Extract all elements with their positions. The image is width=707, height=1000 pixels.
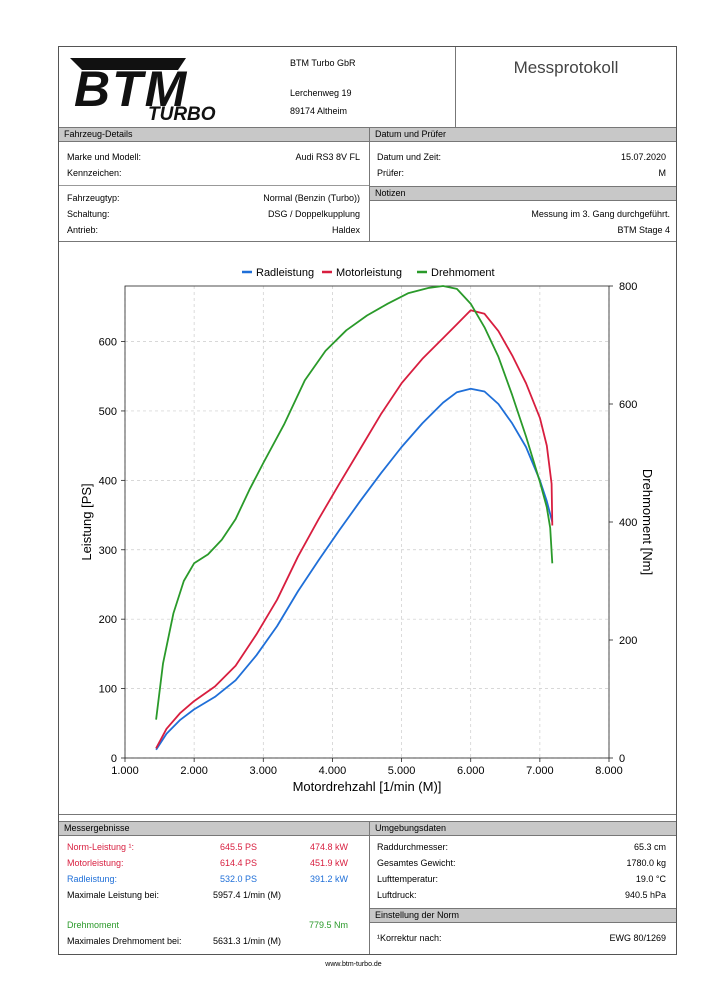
- motor-power-kw: 451.9 kW: [309, 858, 348, 868]
- y2-tick-label: 800: [619, 281, 637, 293]
- motor-power-label: Motorleistung:: [67, 858, 124, 868]
- legend-label: Radleistung: [256, 267, 314, 279]
- series-line-drehmoment: [155, 285, 554, 720]
- max-torque-label: Maximales Drehmoment bei:: [67, 936, 182, 946]
- torque-value: 779.5 Nm: [308, 920, 348, 930]
- company-name: BTM Turbo GbR: [290, 58, 356, 68]
- y2-tick-label: 400: [619, 517, 637, 529]
- wheel-power-ps: 532.0 PS: [219, 874, 257, 884]
- report-frame: [58, 46, 677, 955]
- wheel-power-kw: 391.2 kW: [309, 874, 348, 884]
- y-tick-label: 400: [99, 475, 117, 487]
- y2-axis-label: Drehmoment [Nm]: [640, 469, 655, 575]
- vehicle-value-drive: Haldex: [331, 225, 360, 235]
- date-label: Datum und Zeit:: [377, 152, 442, 162]
- torque-label: Drehmoment: [67, 920, 120, 930]
- max-power-value: 5957.4 1/min (M): [213, 890, 282, 900]
- company-city: 89174 Altheim: [290, 106, 348, 116]
- env-section-header: Umgebungsdaten: [370, 821, 676, 836]
- max-power-label: Maximale Leistung bei:: [67, 890, 160, 900]
- date-value: 15.07.2020: [620, 152, 666, 162]
- y2-tick-label: 0: [619, 753, 625, 765]
- examiner-value: M: [658, 168, 667, 178]
- y2-tick-label: 600: [619, 399, 637, 411]
- max-torque-value: 5631.3 1/min (M): [213, 936, 282, 946]
- norm-value: EWG 80/1269: [609, 933, 666, 943]
- document-title: Messprotokoll: [513, 58, 619, 77]
- logo-main-text: BTM: [74, 61, 188, 117]
- dyno-chart: 1.000 2.000 3.000 4.000 5.000 6.000 7.000 8.000…: [59, 242, 676, 814]
- vehicle-section-header: Fahrzeug-Details: [59, 127, 370, 142]
- norm-label: ¹Korrektur nach:: [377, 933, 442, 943]
- x-tick-label: 8.000: [595, 765, 623, 777]
- vehicle-label-model: Marke und Modell:: [67, 152, 142, 162]
- btm-logo: BTM TURBO: [68, 54, 284, 125]
- plot-frame: [124, 285, 610, 759]
- x-tick-label: 4.000: [319, 765, 347, 777]
- x-tick-label: 3.000: [250, 765, 278, 777]
- norm-power-ps: 645.5 PS: [219, 842, 257, 852]
- results-section-header: Messergebnisse: [59, 821, 370, 836]
- vehicle-value-gearbox: DSG / Doppelkupplung: [267, 209, 360, 219]
- y-tick-label: 600: [99, 337, 117, 349]
- vehicle-label-drive: Antrieb:: [67, 225, 99, 235]
- x-tick-label: 7.000: [526, 765, 554, 777]
- date-section-header: Datum und Prüfer: [370, 127, 676, 142]
- x-tick-label: 2.000: [180, 765, 208, 777]
- footer-url: www.btm-turbo.de: [325, 961, 382, 968]
- norm-section-header: Einstellung der Norm: [370, 908, 676, 923]
- env-value-wheel: 65.3 cm: [633, 842, 666, 852]
- env-value-temp: 19.0 °C: [635, 874, 666, 884]
- vehicle-value-type: Normal (Benzin (Turbo)): [263, 193, 360, 203]
- env-label-temp: Lufttemperatur:: [377, 874, 439, 884]
- env-value-weight: 1780.0 kg: [626, 858, 666, 868]
- wheel-power-label: Radleistung:: [67, 874, 118, 884]
- examiner-label: Prüfer:: [377, 168, 405, 178]
- y-axis-label: Leistung [PS]: [79, 483, 94, 560]
- legend-label: Drehmoment: [431, 267, 495, 279]
- series-line-radleistung: [155, 387, 554, 751]
- env-label-wheel: Raddurchmesser:: [377, 842, 449, 852]
- x-axis-label: Motordrehzahl [1/min (M)]: [293, 779, 442, 794]
- vehicle-label-gearbox: Schaltung:: [67, 209, 110, 219]
- vehicle-label-type: Fahrzeugtyp:: [67, 193, 120, 203]
- x-tick-label: 1.000: [111, 765, 139, 777]
- y-tick-label: 300: [99, 545, 117, 557]
- notes-section-header: Notizen: [370, 186, 676, 201]
- vehicle-label-plate: Kennzeichen:: [67, 168, 122, 178]
- series-line-motorleistung: [155, 309, 554, 749]
- env-label-pressure: Luftdruck:: [377, 890, 417, 900]
- y-tick-label: 0: [111, 753, 117, 765]
- norm-power-kw: 474.8 kW: [309, 842, 348, 852]
- motor-power-ps: 614.4 PS: [219, 858, 257, 868]
- y-tick-label: 100: [99, 684, 117, 696]
- y2-tick-label: 200: [619, 635, 637, 647]
- env-label-weight: Gesamtes Gewicht:: [377, 858, 456, 868]
- notes-line-1: Messung im 3. Gang durchgeführt.: [531, 209, 670, 219]
- company-street: Lerchenweg 19: [290, 88, 352, 98]
- y-tick-label: 500: [99, 406, 117, 418]
- env-value-pressure: 940.5 hPa: [624, 890, 666, 900]
- logo-sub-text: TURBO: [148, 104, 216, 124]
- x-tick-label: 6.000: [457, 765, 485, 777]
- vehicle-value-model: Audi RS3 8V FL: [295, 152, 360, 162]
- notes-line-2: BTM Stage 4: [617, 225, 670, 235]
- y-tick-label: 200: [99, 614, 117, 626]
- legend-label: Motorleistung: [336, 267, 402, 279]
- x-tick-label: 5.000: [388, 765, 416, 777]
- norm-power-label: Norm-Leistung ¹:: [67, 842, 135, 852]
